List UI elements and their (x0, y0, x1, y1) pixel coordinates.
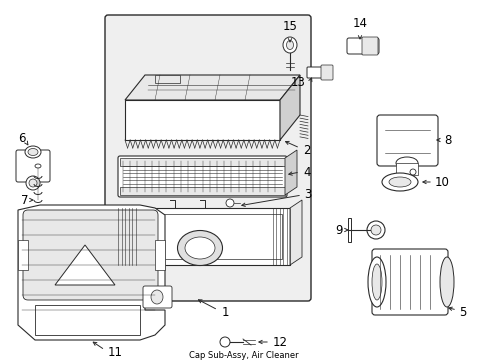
FancyBboxPatch shape (306, 67, 330, 78)
FancyBboxPatch shape (23, 210, 158, 300)
Text: 7: 7 (20, 194, 28, 207)
Text: 3: 3 (304, 188, 311, 201)
Ellipse shape (184, 237, 215, 259)
Ellipse shape (371, 264, 381, 300)
Polygon shape (125, 75, 299, 100)
Ellipse shape (225, 199, 234, 207)
Text: 9: 9 (335, 224, 342, 237)
Ellipse shape (388, 177, 410, 187)
Polygon shape (285, 150, 296, 195)
Ellipse shape (35, 164, 41, 168)
Ellipse shape (177, 230, 222, 266)
Ellipse shape (151, 290, 163, 304)
FancyBboxPatch shape (395, 163, 417, 175)
Bar (18, 240, 28, 270)
Text: 6: 6 (18, 131, 26, 144)
Bar (155, 75, 180, 83)
Ellipse shape (28, 148, 38, 156)
Text: 10: 10 (434, 175, 449, 189)
FancyBboxPatch shape (376, 115, 437, 166)
FancyBboxPatch shape (105, 15, 310, 301)
FancyBboxPatch shape (346, 38, 378, 54)
Text: 1: 1 (222, 306, 229, 319)
Ellipse shape (283, 37, 296, 53)
FancyBboxPatch shape (120, 187, 285, 195)
FancyBboxPatch shape (120, 158, 285, 166)
Text: 4: 4 (303, 166, 310, 179)
Text: 8: 8 (443, 134, 450, 147)
FancyBboxPatch shape (371, 249, 447, 315)
Ellipse shape (110, 232, 118, 240)
Ellipse shape (26, 176, 40, 190)
Text: 2: 2 (303, 144, 310, 157)
Ellipse shape (25, 146, 41, 158)
Bar (126, 214, 282, 259)
Polygon shape (18, 205, 164, 340)
Text: 14: 14 (352, 17, 367, 30)
Text: 5: 5 (458, 306, 466, 319)
Ellipse shape (367, 257, 385, 307)
Ellipse shape (366, 221, 384, 239)
Text: 13: 13 (290, 76, 305, 89)
Ellipse shape (370, 225, 380, 235)
Ellipse shape (286, 40, 293, 49)
FancyBboxPatch shape (118, 156, 286, 197)
Ellipse shape (395, 157, 417, 169)
Bar (347, 218, 350, 242)
Text: 15: 15 (282, 20, 297, 33)
Polygon shape (289, 200, 302, 265)
Bar (118, 208, 289, 265)
Bar (155, 240, 164, 270)
Text: 11: 11 (108, 346, 123, 359)
Polygon shape (125, 100, 280, 140)
Bar (108, 228, 120, 243)
FancyBboxPatch shape (320, 65, 332, 80)
Ellipse shape (220, 337, 229, 347)
Ellipse shape (409, 169, 415, 175)
Polygon shape (280, 75, 299, 140)
Text: 12: 12 (272, 336, 287, 348)
FancyBboxPatch shape (142, 286, 172, 308)
Ellipse shape (381, 173, 417, 191)
Ellipse shape (29, 179, 37, 187)
Ellipse shape (439, 257, 453, 307)
Text: Cap Sub-Assy, Air Cleaner: Cap Sub-Assy, Air Cleaner (189, 351, 298, 360)
Polygon shape (55, 245, 115, 285)
Bar (35, 305, 140, 335)
FancyBboxPatch shape (361, 37, 377, 55)
FancyBboxPatch shape (16, 150, 50, 182)
